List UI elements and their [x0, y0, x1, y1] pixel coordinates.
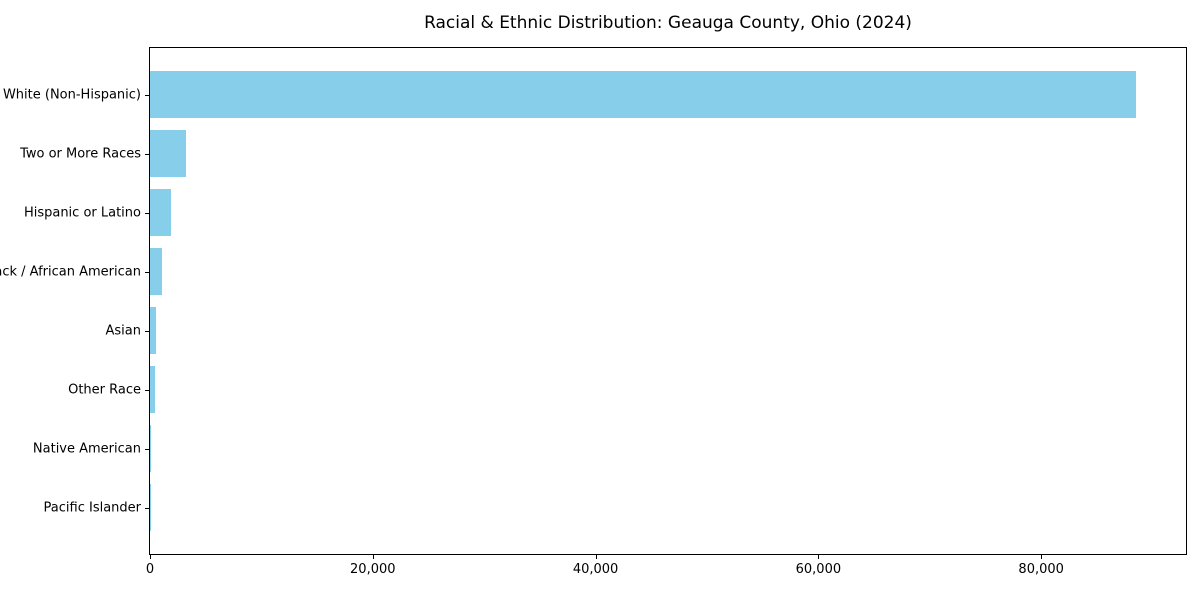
y-tick-mark — [145, 153, 149, 155]
bar — [150, 130, 186, 177]
bar — [150, 425, 151, 472]
y-tick-label: Pacific Islander — [43, 500, 141, 515]
bar — [150, 307, 156, 354]
bar — [150, 366, 155, 413]
y-tick-label: Hispanic or Latino — [23, 205, 141, 220]
y-tick-mark — [145, 507, 149, 509]
y-tick-label: Black / African American — [0, 264, 141, 279]
y-tick-label: Other Race — [68, 382, 141, 397]
bar-row: Two or More Races — [20, 124, 1186, 183]
bar-row: Native American — [33, 419, 1186, 478]
chart-title: Racial & Ethnic Distribution: Geauga Cou… — [424, 13, 912, 33]
x-tick-mark — [1041, 555, 1043, 559]
x-tick-mark — [150, 555, 151, 559]
x-tick-label: 20,000 — [350, 562, 396, 577]
y-tick-mark — [145, 389, 149, 391]
bar — [150, 248, 162, 295]
bar — [150, 189, 172, 236]
bar-row: Asian — [106, 301, 1186, 360]
y-tick-label: White (Non-Hispanic) — [2, 87, 141, 102]
bar-row: Pacific Islander — [44, 478, 1186, 537]
bar-row: Other Race — [68, 360, 1186, 419]
bar — [150, 71, 1136, 118]
bar-row: Black / African American — [0, 242, 1186, 301]
y-tick-label: Native American — [32, 441, 141, 456]
x-tick-label: 60,000 — [795, 562, 842, 577]
y-tick-mark — [145, 330, 149, 332]
y-tick-label: Two or More Races — [20, 146, 141, 161]
bar-row: White (Non-Hispanic) — [3, 65, 1186, 124]
x-tick-mark — [818, 555, 820, 559]
y-tick-mark — [145, 271, 149, 273]
x-tick-label: 80,000 — [1018, 562, 1064, 577]
y-tick-mark — [145, 212, 149, 214]
x-tick-mark — [595, 555, 597, 559]
bar-rows-container: White (Non-Hispanic) Two or More Races His… — [0, 65, 1186, 537]
x-tick-mark — [372, 555, 374, 559]
x-tick-label: 0 — [145, 562, 155, 577]
plot-area: White (Non-Hispanic) Two or More Races His… — [0, 47, 1187, 577]
x-tick-label: 40,000 — [572, 562, 619, 577]
bar-row: Hispanic or Latino — [24, 183, 1186, 242]
y-tick-mark — [145, 94, 149, 96]
y-tick-label: Asian — [105, 323, 141, 338]
y-tick-mark — [145, 448, 149, 450]
